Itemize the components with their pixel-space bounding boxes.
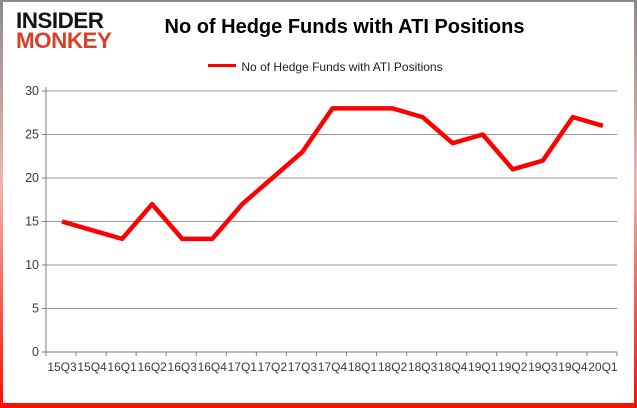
x-tick-label: 16Q2	[137, 360, 167, 374]
line-chart-plot: 0 5 10 15 20 25 30 15Q3 15Q4 16Q1 16Q2 16Q3 16Q4 17Q1…	[25, 84, 618, 374]
legend-line-swatch	[208, 64, 237, 68]
x-tick-label: 16Q4	[198, 360, 228, 374]
x-tick-label: 19Q1	[468, 360, 498, 374]
y-tick-label: 5	[32, 302, 39, 316]
y-tick-label: 0	[32, 345, 39, 359]
x-tick-label: 15Q4	[77, 360, 107, 374]
x-tick-label: 16Q1	[107, 360, 137, 374]
x-tick-label: 17Q2	[258, 360, 288, 374]
x-tick-label: 18Q4	[438, 360, 468, 374]
x-tick-label: 17Q1	[228, 360, 258, 374]
y-tick-label: 25	[25, 128, 39, 142]
x-tick-label: 16Q3	[168, 360, 198, 374]
legend: No of Hedge Funds with ATI Positions	[3, 59, 634, 74]
x-tick-label: 18Q2	[378, 360, 408, 374]
insider-monkey-logo: INSIDER MONKEY	[16, 8, 112, 54]
x-tick-label: 17Q3	[288, 360, 318, 374]
y-tick-label: 15	[25, 215, 39, 229]
x-tick-label: 19Q3	[528, 360, 558, 374]
x-tick-label: 17Q4	[318, 360, 348, 374]
y-tick-label: 20	[25, 171, 39, 185]
x-tick-label: 18Q1	[348, 360, 378, 374]
x-tick-label: 19Q2	[498, 360, 528, 374]
x-tick-label: 18Q3	[408, 360, 438, 374]
logo-monkey-text: MONKEY	[16, 28, 112, 54]
x-tick-label: 15Q3	[47, 360, 77, 374]
y-tick-label: 30	[25, 84, 39, 98]
chart-title: No of Hedge Funds with ATI Positions	[164, 16, 525, 38]
x-tick-label: 19Q4	[558, 360, 588, 374]
x-tick-label: 20Q1	[588, 360, 618, 374]
legend-label: No of Hedge Funds with ATI Positions	[241, 59, 443, 74]
logo-insider-text: INSIDER	[16, 8, 104, 33]
series-line	[61, 106, 604, 242]
y-tick-label: 10	[25, 258, 39, 272]
